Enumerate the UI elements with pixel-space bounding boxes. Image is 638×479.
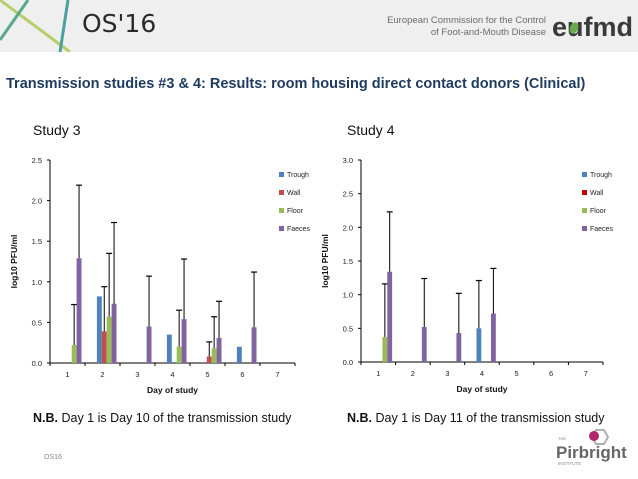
study3-note: N.B. Day 1 is Day 10 of the transmission… — [33, 410, 293, 427]
legend-swatch-floor — [279, 208, 284, 213]
y-tick-label: 1.0 — [32, 278, 42, 287]
eufmd-logo-text: eufmd — [552, 12, 633, 42]
y-tick-label: 3.0 — [343, 156, 353, 165]
x-tick-label: 7 — [584, 369, 588, 378]
x-tick-label: 4 — [170, 370, 174, 379]
legend-label-faeces: Faeces — [287, 226, 310, 233]
legend-swatch-floor — [582, 208, 587, 213]
footer-tag: OS16 — [44, 454, 62, 461]
legend-swatch-faeces — [582, 226, 587, 231]
y-axis-label: log10 PFU/ml — [320, 234, 330, 288]
x-tick-label: 1 — [376, 369, 380, 378]
x-tick-label: 6 — [549, 369, 553, 378]
bar-faeces — [421, 326, 427, 362]
study4-note-text: Day 1 is Day 11 of the transmission stud… — [372, 411, 605, 425]
org-line-2: of Foot-and-Mouth Disease — [430, 27, 546, 38]
bar-floor — [211, 348, 217, 363]
study4-note: N.B. Day 1 is Day 11 of the transmission… — [347, 410, 607, 427]
bar-trough — [166, 334, 172, 363]
y-tick-label: 2.0 — [343, 223, 353, 232]
y-axis-label: log10 PFU/ml — [9, 235, 19, 289]
study3-note-text: Day 1 is Day 10 of the transmission stud… — [58, 411, 292, 425]
bar-floor — [71, 345, 77, 363]
y-tick-label: 0.0 — [343, 358, 353, 367]
legend-swatch-wall — [582, 190, 587, 195]
study3-note-bold: N.B. — [33, 411, 58, 425]
legend-label-floor: Floor — [287, 208, 304, 215]
x-tick-label: 3 — [135, 370, 139, 379]
legend-label-floor: Floor — [590, 208, 607, 215]
y-tick-label: 1.0 — [343, 291, 353, 300]
bar-wall — [206, 356, 212, 363]
y-tick-label: 0.0 — [32, 359, 42, 368]
bar-trough — [96, 296, 102, 363]
bar-floor — [382, 337, 388, 362]
bar-faeces — [387, 271, 393, 362]
legend-swatch-faeces — [279, 226, 284, 231]
study3-label: Study 3 — [33, 122, 81, 138]
y-tick-label: 0.5 — [32, 318, 42, 327]
pirbright-sub: INSTITUTE — [558, 461, 581, 466]
bar-trough — [476, 328, 482, 362]
x-tick-label: 1 — [65, 370, 69, 379]
x-tick-label: 3 — [445, 369, 449, 378]
y-tick-label: 1.5 — [343, 257, 353, 266]
legend-label-trough: Trough — [287, 172, 309, 179]
legend-swatch-wall — [279, 190, 284, 195]
study4-chart: 0.0 0.5 1.0 1.5 2.0 2.5 3.0 1 2 3 4 5 6 7 Day of study… — [320, 156, 613, 394]
pirbright-logo-icon: THE Pirbright INSTITUTE — [556, 429, 627, 466]
study4-label: Study 4 — [347, 122, 395, 138]
y-tick-label: 2.5 — [343, 190, 353, 199]
bar-faeces — [111, 303, 117, 363]
x-tick-label: 7 — [275, 370, 279, 379]
x-tick-label: 2 — [100, 370, 104, 379]
x-axis-label: Day of study — [147, 385, 198, 395]
bar-faeces — [146, 326, 152, 363]
eufmd-logo-icon: eufmd — [552, 12, 633, 42]
y-tick-label: 0.5 — [343, 324, 353, 333]
bar-faeces — [490, 313, 496, 362]
bar-faeces — [76, 258, 82, 363]
organisation-name: European Commission for the Control of F… — [387, 15, 546, 39]
x-tick-label: 5 — [514, 369, 518, 378]
decorative-lines-icon — [0, 0, 71, 52]
pirbright-small: THE — [558, 436, 566, 441]
legend-label-trough: Trough — [590, 172, 612, 179]
bar-trough — [236, 346, 242, 363]
y-tick-label: 2.5 — [32, 156, 42, 165]
legend-label-faeces: Faeces — [590, 226, 613, 233]
pirbright-name: Pirbright — [556, 443, 627, 462]
bar-faeces — [456, 333, 462, 362]
bar-floor — [106, 316, 112, 363]
legend-swatch-trough — [279, 172, 284, 177]
y-tick-label: 1.5 — [32, 237, 42, 246]
slide-title: Transmission studies #3 & 4: Results: ro… — [6, 76, 586, 92]
bar-faeces — [251, 327, 257, 363]
x-tick-label: 2 — [411, 369, 415, 378]
bar-faeces — [181, 319, 187, 363]
x-tick-label: 6 — [240, 370, 244, 379]
bar-faeces — [216, 337, 222, 363]
legend-label-wall: Wall — [590, 190, 604, 197]
x-tick-label: 5 — [205, 370, 209, 379]
legend-label-wall: Wall — [287, 190, 301, 197]
bar-floor — [176, 346, 182, 363]
x-tick-label: 4 — [480, 369, 484, 378]
study4-note-bold: N.B. — [347, 411, 372, 425]
legend-swatch-trough — [582, 172, 587, 177]
org-line-1: European Commission for the Control — [387, 15, 546, 26]
slide-header: OS'16 European Commission for the Contro… — [0, 0, 638, 52]
bar-wall — [101, 331, 107, 363]
study3-chart: 0.0 0.5 1.0 1.5 2.0 2.5 1 2 3 4 5 6 7 Day of study log… — [9, 156, 310, 395]
x-axis-label: Day of study — [456, 384, 507, 394]
event-logo: OS'16 — [82, 9, 157, 38]
y-tick-label: 2.0 — [32, 197, 42, 206]
